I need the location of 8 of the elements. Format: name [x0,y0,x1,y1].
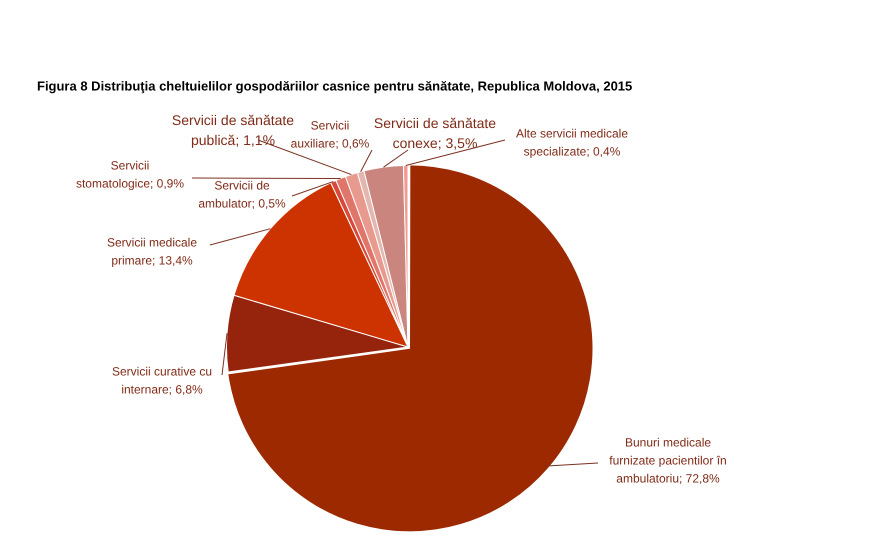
slice-label: Bunuri medicale furnizate pacientilor în ambulatoriu; 72,8% [609,435,727,486]
slice-label: Servicii curative cu internare; 6,8% [112,364,212,396]
slice-label: Servicii stomatologice; 0,9% [76,158,184,190]
slice-label: Alte servicii medicale specializate; 0,4% [516,126,628,158]
chart-title: Figura 8 Distribuţia cheltuielilor gospodăriilor casnice pentru sănătate, Republica Moldova, 2015 [37,78,632,94]
slice-label: Servicii de sănătate conexe; 3,5% [374,114,496,151]
slice-label: Servicii de ambulator; 0,5% [198,178,286,210]
slice-label: Servicii medicale primare; 13,4% [106,235,198,268]
